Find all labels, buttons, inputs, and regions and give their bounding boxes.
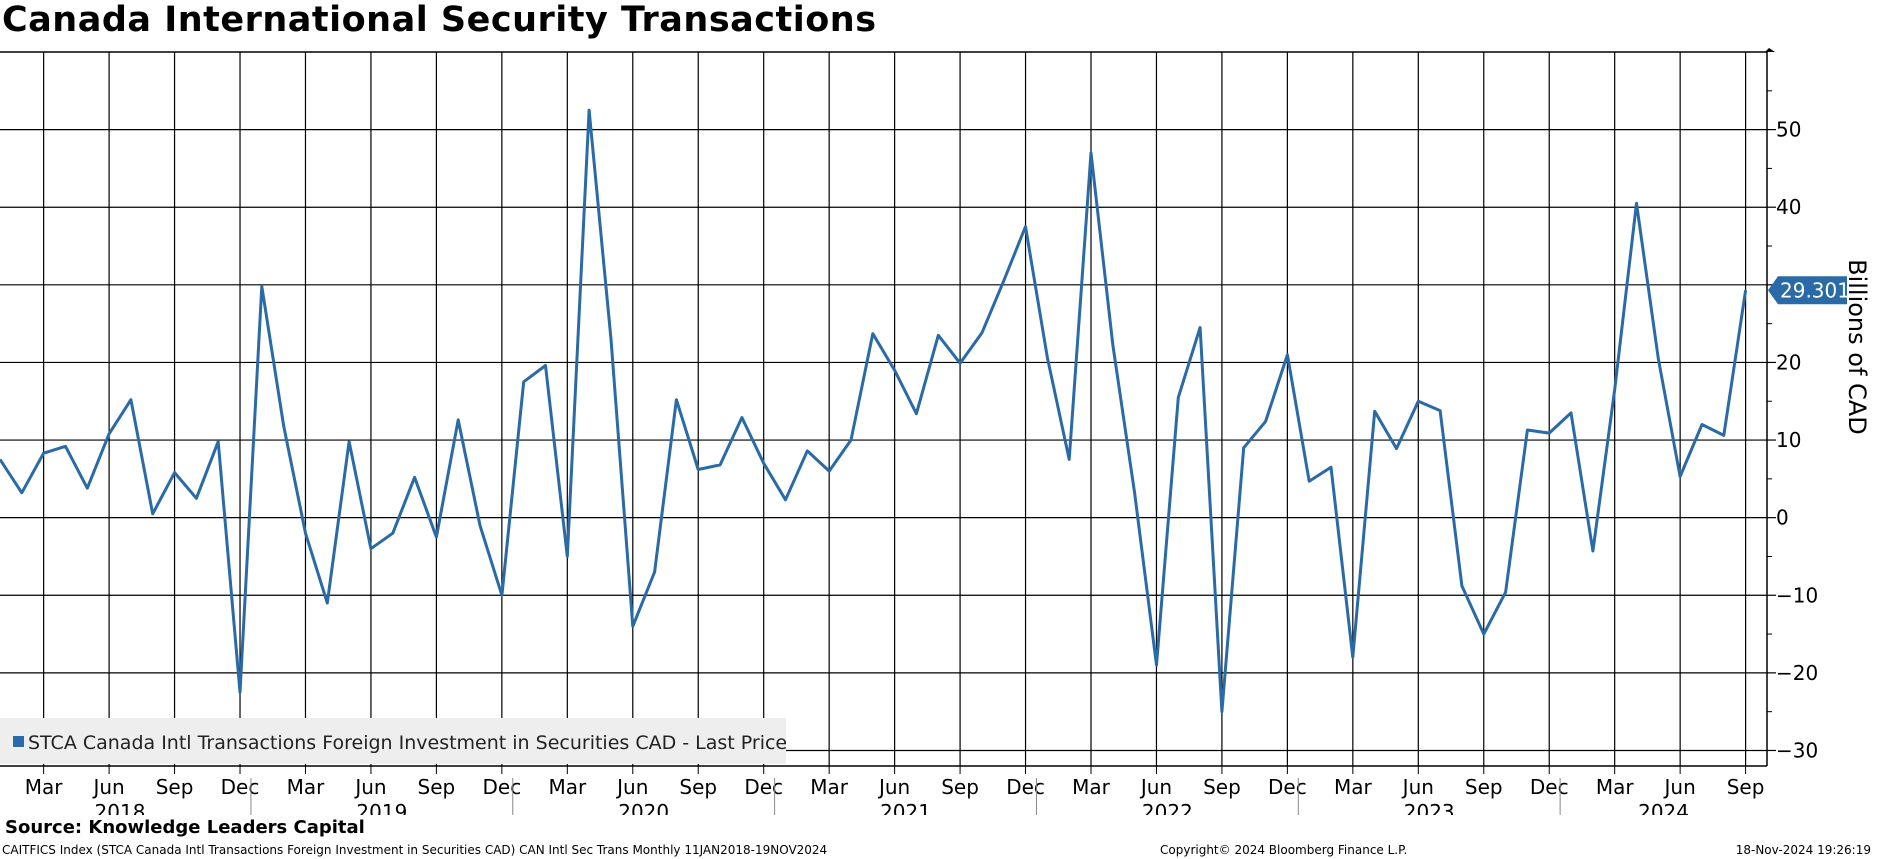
x-tick-label-year: 2024 (1638, 800, 1689, 815)
last-value-label: 29.301 (1780, 278, 1850, 302)
legend-background (0, 718, 786, 764)
x-tick-label-month: Sep (1465, 775, 1503, 799)
x-tick-label-month: Sep (418, 775, 456, 799)
legend: STCA Canada Intl Transactions Foreign In… (0, 718, 787, 764)
x-tick-label-month: Sep (1727, 775, 1765, 799)
x-tick-label-month: Mar (287, 775, 326, 799)
y-tick-label: 40 (1776, 195, 1801, 219)
x-tick-label-month: Jun (877, 775, 910, 799)
grid-lines (0, 52, 1767, 766)
y-tick-label: 20 (1776, 350, 1801, 374)
y-tick-label: 50 (1776, 118, 1801, 142)
x-tick-label-month: Dec (744, 775, 783, 799)
x-tick-label-month: Mar (810, 775, 849, 799)
x-tick-label-month: Sep (679, 775, 717, 799)
x-tick-label-month: Jun (615, 775, 648, 799)
x-tick-label-month: Jun (353, 775, 386, 799)
x-tick-label-year: 2021 (880, 800, 931, 815)
x-tick-label-month: Sep (156, 775, 194, 799)
y-tick-label: −10 (1776, 583, 1818, 607)
x-tick-label-year: 2019 (356, 800, 407, 815)
last-value-tag: 29.301 (1768, 276, 1850, 305)
footer-copyright: Copyright© 2024 Bloomberg Finance L.P. (1160, 843, 1408, 857)
series-line (0, 108, 1748, 714)
source-note: Source: Knowledge Leaders Capital (5, 817, 365, 838)
x-tick-label-month: Jun (1401, 775, 1434, 799)
x-tick-label-month: Sep (1203, 775, 1241, 799)
x-tick-label-month: Dec (1530, 775, 1569, 799)
x-tick-label-month: Mar (1596, 775, 1635, 799)
chart-canvas: Mar Jun Sep Dec Mar Jun Sep Dec Mar Jun Sep Dec Mar J… (0, 48, 1871, 815)
y-tick-label: −20 (1776, 661, 1818, 685)
footer-ticker-description: CAITFICS Index (STCA Canada Intl Transac… (2, 843, 828, 857)
x-tick-label-month: Dec (1268, 775, 1307, 799)
x-axis-ticks: Mar Jun Sep Dec Mar Jun Sep Dec Mar Jun Sep Dec Mar J… (25, 766, 1765, 815)
x-tick-label-month: Jun (1663, 775, 1696, 799)
y-axis-title: Billions of CAD (1843, 259, 1871, 435)
y-tick-label: 0 (1776, 506, 1789, 530)
x-tick-label-month: Mar (1072, 775, 1111, 799)
x-tick-label-month: Dec (1006, 775, 1045, 799)
x-tick-label-year: 2020 (618, 800, 669, 815)
x-tick-label-year: 2023 (1404, 800, 1455, 815)
chart-title: Canada International Security Transactio… (2, 0, 877, 40)
x-tick-label-month: Mar (548, 775, 587, 799)
x-tick-label-month: Mar (1334, 775, 1373, 799)
legend-swatch (13, 736, 24, 747)
legend-entry: STCA Canada Intl Transactions Foreign In… (28, 732, 787, 754)
x-tick-label-month: Mar (25, 775, 64, 799)
footer-timestamp: 18-Nov-2024 19:26:19 (1735, 843, 1871, 857)
x-tick-label-month: Dec (221, 775, 260, 799)
x-tick-label-year: 2022 (1142, 800, 1193, 815)
y-tick-label: 10 (1776, 428, 1801, 452)
last-value-tag-shape (1768, 276, 1847, 305)
y-axis-ticks: −30−20−1001020304050 (1767, 90, 1818, 762)
x-tick-label-month: Jun (1139, 775, 1172, 799)
y-axis-arrow (1765, 48, 1775, 52)
x-tick-label-year: 2018 (95, 800, 146, 815)
x-tick-label-month: Dec (483, 775, 522, 799)
x-tick-label-month: Sep (941, 775, 979, 799)
x-tick-label-month: Jun (91, 775, 124, 799)
y-tick-label: −30 (1776, 738, 1818, 762)
axes (0, 48, 1775, 767)
